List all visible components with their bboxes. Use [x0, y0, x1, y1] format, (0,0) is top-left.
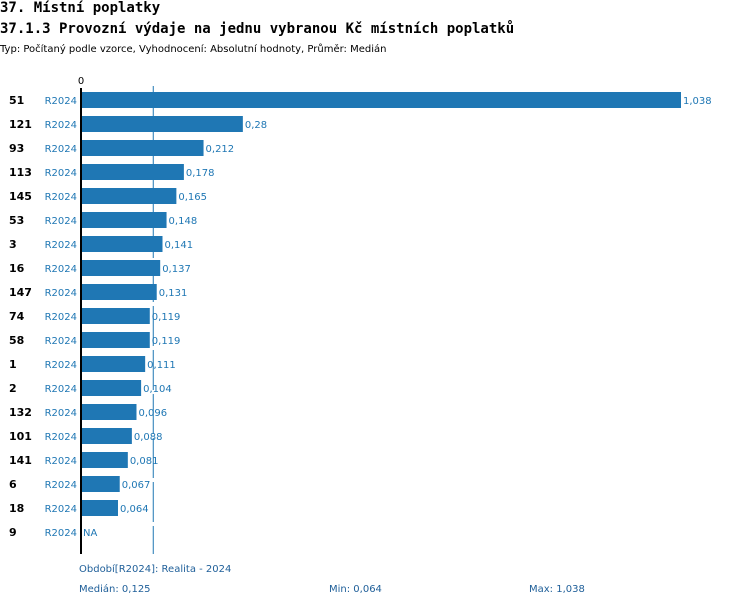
data-label: 0,119: [152, 336, 181, 347]
period-label: R2024: [45, 504, 77, 515]
chart-info: Typ: Počítaný podle vzorce, Vyhodnocení:…: [0, 44, 387, 55]
category-label: 147: [9, 286, 32, 299]
period-label: R2024: [45, 312, 77, 323]
period-label: R2024: [45, 144, 77, 155]
category-label: 58: [9, 334, 24, 347]
data-label: 0,131: [159, 288, 188, 299]
data-label: 0,096: [138, 408, 167, 419]
bar: [81, 428, 132, 444]
period-label: R2024: [45, 384, 77, 395]
data-label: 0,111: [147, 360, 176, 371]
data-label: 0,28: [245, 120, 267, 131]
period-label: R2024: [45, 480, 77, 491]
data-label: 0,119: [152, 312, 181, 323]
data-label: 0,148: [169, 216, 198, 227]
category-label: 9: [9, 526, 17, 539]
category-label: 132: [9, 406, 32, 419]
data-label: 0,212: [206, 144, 235, 155]
footer-min: Min: 0,064: [329, 584, 382, 595]
category-label: 101: [9, 430, 32, 443]
category-label: 53: [9, 214, 24, 227]
period-label: R2024: [45, 192, 77, 203]
data-label: 0,178: [186, 168, 215, 179]
footer-max: Max: 1,038: [529, 584, 585, 595]
data-label: 0,067: [122, 480, 151, 491]
bar: [81, 452, 128, 468]
period-label: R2024: [45, 528, 77, 539]
category-label: 93: [9, 142, 24, 155]
bar: [81, 284, 157, 300]
bar: [81, 164, 184, 180]
page-title: 37. Místní poplatky: [0, 0, 161, 16]
category-label: 141: [9, 454, 32, 467]
bar: [81, 236, 163, 252]
data-label: 0,081: [130, 456, 159, 467]
period-label: R2024: [45, 120, 77, 131]
data-label: 0,064: [120, 504, 149, 515]
category-label: 113: [9, 166, 32, 179]
period-label: R2024: [45, 216, 77, 227]
bar: [81, 116, 243, 132]
bar: [81, 140, 204, 156]
period-label: R2024: [45, 168, 77, 179]
period-label: R2024: [45, 456, 77, 467]
period-label: R2024: [45, 360, 77, 371]
category-label: 16: [9, 262, 25, 275]
period-label: R2024: [45, 408, 77, 419]
period-label: R2024: [45, 264, 77, 275]
bar: [81, 500, 118, 516]
period-label: R2024: [45, 288, 77, 299]
bar: [81, 356, 146, 372]
bar: [81, 476, 120, 492]
data-label: 1,038: [683, 96, 712, 107]
category-label: 6: [9, 478, 17, 491]
period-label: R2024: [45, 240, 77, 251]
bar: [81, 380, 142, 396]
data-label: 0,165: [178, 192, 207, 203]
x-tick-label: 0: [78, 76, 84, 87]
period-label: R2024: [45, 432, 77, 443]
category-label: 51: [9, 94, 24, 107]
bar: [81, 212, 167, 228]
bar: [81, 308, 150, 324]
bar: [81, 404, 137, 420]
period-label: R2024: [45, 96, 77, 107]
data-label: 0,137: [162, 264, 191, 275]
chart-subtitle: 37.1.3 Provozní výdaje na jednu vybranou…: [0, 21, 515, 37]
data-label: 0,088: [134, 432, 163, 443]
category-label: 145: [9, 190, 32, 203]
data-label: 0,104: [143, 384, 172, 395]
period-label: R2024: [45, 336, 77, 347]
category-label: 2: [9, 382, 17, 395]
category-label: 74: [9, 310, 25, 323]
bar: [81, 188, 177, 204]
category-label: 1: [9, 358, 17, 371]
category-label: 18: [9, 502, 24, 515]
category-label: 121: [9, 118, 32, 131]
bar: [81, 92, 681, 108]
bar: [81, 332, 150, 348]
footer-period: Období[R2024]: Realita - 2024: [79, 564, 232, 575]
data-label: NA: [83, 528, 97, 539]
category-label: 3: [9, 238, 17, 251]
data-label: 0,141: [165, 240, 194, 251]
footer-median: Medián: 0,125: [79, 584, 151, 595]
bar: [81, 260, 161, 276]
